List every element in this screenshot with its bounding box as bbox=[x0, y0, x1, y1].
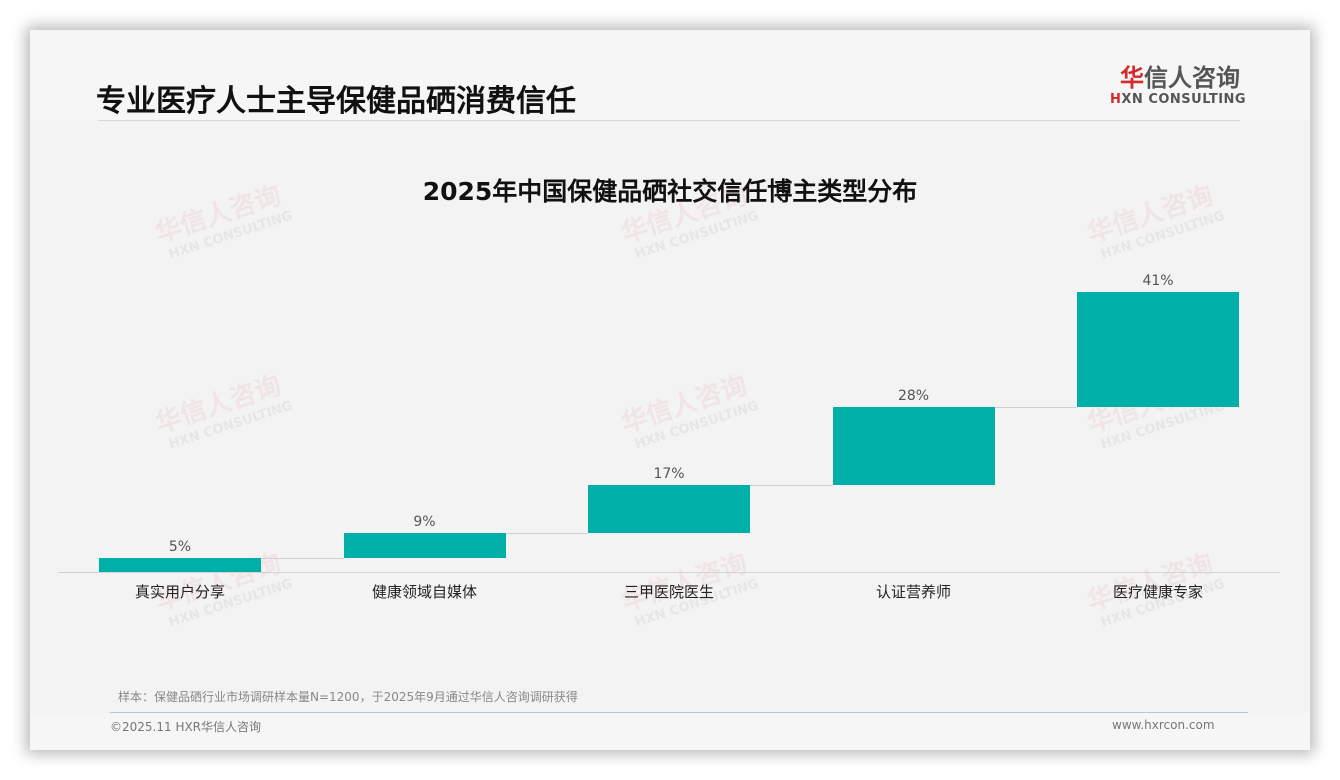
x-axis-category-label: 三甲医院医生 bbox=[623, 583, 714, 601]
bar-value-label: 17% bbox=[653, 466, 685, 483]
footer-band bbox=[30, 713, 1310, 750]
waterfall-chart: 5% 真实用户分享 9% 健康领域自媒体 17% 三甲医院医生 28% 认证营养师 41% 医疗健… bbox=[30, 30, 1310, 750]
bar bbox=[343, 532, 506, 558]
chart-title: 2025年中国保健品硒社交信任博主类型分布 bbox=[422, 177, 918, 206]
slide: 华信人咨询 HXN CONSULTING 华信人咨询 HXN CONSULTING … bbox=[30, 30, 1310, 750]
footer-divider bbox=[110, 712, 1248, 713]
x-axis-line bbox=[58, 572, 1280, 573]
website-link[interactable]: www.hxrcon.com bbox=[1112, 718, 1215, 732]
logo-en: HXN CONSULTING bbox=[1110, 92, 1247, 107]
connector-line bbox=[505, 532, 588, 534]
bar bbox=[1077, 292, 1239, 407]
connector-line bbox=[261, 558, 344, 559]
copyright: ©2025.11 HXR华信人咨询 bbox=[110, 720, 262, 734]
x-axis-category-label: 认证营养师 bbox=[875, 583, 951, 601]
page-title: 专业医疗人士主导保健品硒消费信任 bbox=[96, 84, 576, 119]
x-axis-category-label: 真实用户分享 bbox=[134, 583, 225, 601]
x-axis-category-label: 健康领域自媒体 bbox=[371, 583, 477, 601]
bar-value-label: 41% bbox=[1142, 273, 1174, 289]
bar bbox=[99, 558, 261, 572]
bar-value-label: 5% bbox=[168, 539, 192, 555]
header-divider bbox=[98, 120, 1240, 121]
x-axis-category-label: 医疗健康专家 bbox=[1112, 583, 1203, 601]
sample-note: 样本：保健品硒行业市场调研样本量N=1200，于2025年9月通过华信人咨询调研… bbox=[118, 690, 578, 704]
connector-line bbox=[58, 572, 99, 573]
connector-line bbox=[994, 406, 1077, 408]
company-logo: 华信人咨询 HXN CONSULTING bbox=[1110, 64, 1247, 107]
bar-value-label: 28% bbox=[897, 387, 930, 404]
logo-cn: 华信人咨询 bbox=[1120, 64, 1240, 92]
bar-value-label: 9% bbox=[413, 513, 436, 530]
connector-line bbox=[750, 485, 833, 487]
bar bbox=[832, 406, 995, 486]
bar bbox=[588, 485, 750, 533]
header-band bbox=[30, 30, 1310, 120]
